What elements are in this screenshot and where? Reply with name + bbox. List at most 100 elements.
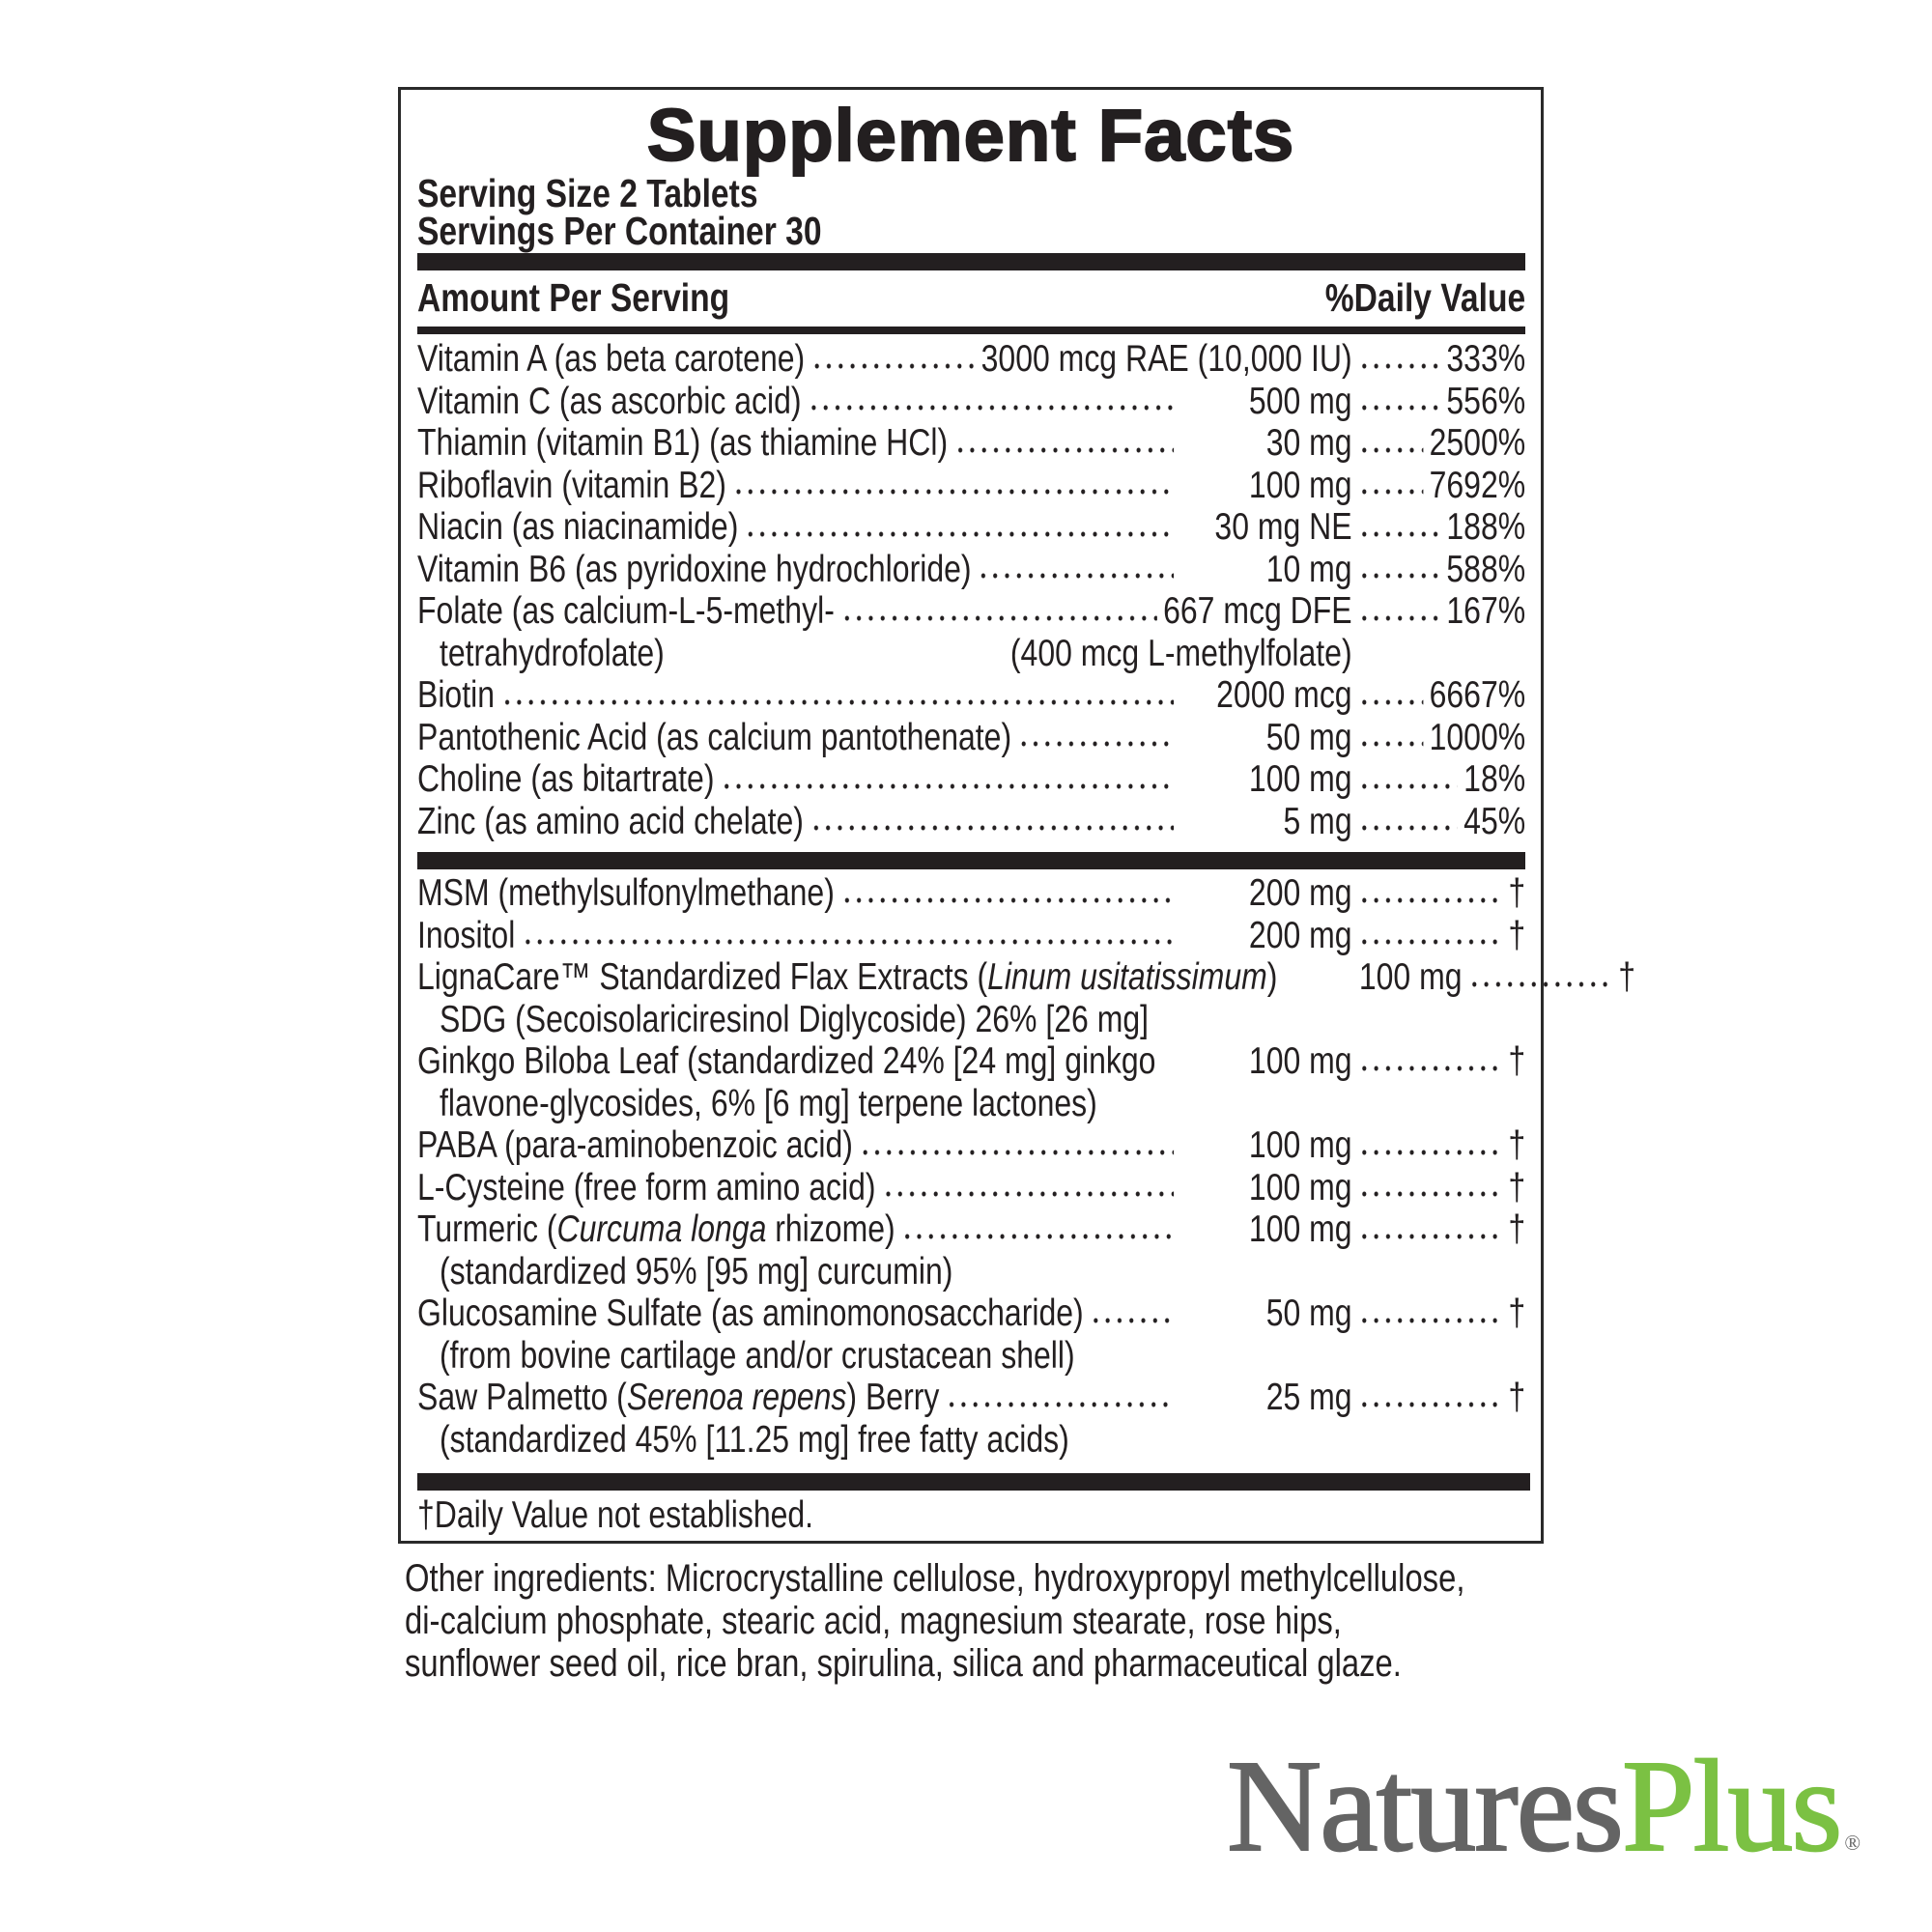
nutrient-name-part: Vitamin B6 (as pyridoxine hydrochloride) bbox=[417, 548, 972, 590]
nutrient-row: Glucosamine Sulfate (as aminomonosacchar… bbox=[417, 1293, 1525, 1335]
dot-leader bbox=[1468, 979, 1612, 989]
nutrient-row: (standardized 45% [11.25 mg] free fatty … bbox=[417, 1419, 1525, 1462]
nutrient-amount: 30 mg NE bbox=[1214, 506, 1352, 548]
dot-leader bbox=[732, 487, 1175, 497]
nutrient-row: Pantothenic Acid (as calcium pantothenat… bbox=[417, 717, 1525, 759]
serving-size: Serving Size 2 Tablets bbox=[417, 171, 758, 215]
dot-leader bbox=[721, 781, 1175, 791]
nutrient-amount: 3000 mcg RAE (10,000 IU) bbox=[980, 338, 1352, 380]
nutrient-name: Choline (as bitartrate) bbox=[417, 758, 715, 801]
other-ingredients-line: di-calcium phosphate, stearic acid, magn… bbox=[405, 1600, 1342, 1642]
nutrient-amount: (400 mcg L-methylfolate) bbox=[1009, 632, 1352, 674]
column-header: Amount Per Serving %Daily Value bbox=[417, 276, 1525, 319]
dot-leader bbox=[810, 360, 976, 371]
dot-leader bbox=[1358, 1452, 1519, 1462]
other-ingredients-line: Other ingredients: Microcrystalline cell… bbox=[405, 1557, 1465, 1600]
nutrient-name: Saw Palmetto (Serenoa repens) Berry bbox=[417, 1377, 939, 1419]
nutrient-row: Vitamin A (as beta carotene) 3000 mcg RAE… bbox=[417, 338, 1525, 381]
dot-leader bbox=[1358, 1189, 1502, 1199]
daily-value-cell: 588% bbox=[1352, 548, 1526, 591]
daily-value-cell: 188% bbox=[1352, 506, 1526, 549]
daily-value: † bbox=[1508, 1040, 1526, 1082]
panel-title: Supplement Facts bbox=[646, 95, 1295, 177]
nutrient-amount: 100 mg bbox=[1358, 956, 1463, 998]
nutrient-name-part: Glucosamine Sulfate (as aminomonosacchar… bbox=[417, 1293, 1084, 1334]
daily-value: 588% bbox=[1446, 548, 1526, 590]
dot-leader bbox=[1358, 1315, 1502, 1325]
daily-value-cell: † bbox=[1352, 915, 1525, 957]
nutrient-name: MSM (methylsulfonylmethane) bbox=[417, 872, 835, 915]
nutrient-name: Ginkgo Biloba Leaf (standardized 24% [24… bbox=[417, 1040, 1155, 1083]
nutrient-name-part: tetrahydrofolate) bbox=[439, 632, 665, 674]
nutrient-name-part: (standardized 45% [11.25 mg] free fatty … bbox=[439, 1418, 1069, 1461]
dot-leader bbox=[810, 823, 1175, 833]
daily-value-cell: 45% bbox=[1352, 800, 1526, 843]
nutrient-amount: 100 mg bbox=[1248, 1124, 1352, 1166]
daily-value: 45% bbox=[1463, 800, 1526, 842]
other-ingredients-line: sunflower seed oil, rice bran, spirulina… bbox=[405, 1642, 1402, 1685]
nutrient-amount: 667 mcg DFE bbox=[1163, 590, 1352, 632]
nutrient-name: SDG (Secoisolariciresinol Diglycoside) 2… bbox=[417, 999, 1149, 1041]
nutrient-name-part: rhizome) bbox=[766, 1208, 895, 1250]
nutrient-amount: 500 mg bbox=[1248, 380, 1352, 422]
nutrient-name: tetrahydrofolate) bbox=[417, 633, 665, 675]
dot-leader bbox=[1358, 1116, 1519, 1125]
nutrient-amount: 100 mg bbox=[1248, 1166, 1352, 1208]
daily-value-cell: † bbox=[1352, 1208, 1525, 1251]
nutrient-amount: 10 mg bbox=[1265, 548, 1352, 590]
nutrient-name-part: Saw Palmetto ( bbox=[417, 1377, 627, 1418]
nutrient-name: Vitamin C (as ascorbic acid) bbox=[417, 381, 802, 423]
dot-leader bbox=[1090, 1315, 1175, 1325]
daily-value-cell: 333% bbox=[1352, 338, 1525, 381]
dot-leader bbox=[1081, 1357, 1174, 1367]
nutrient-name: Inositol bbox=[417, 915, 515, 957]
daily-value-cell: 167% bbox=[1352, 590, 1525, 633]
daily-value-cell: 1000% bbox=[1352, 717, 1525, 759]
daily-value: † bbox=[1508, 872, 1526, 914]
nutrient-row: (standardized 95% [95 mg] curcumin) bbox=[417, 1251, 1525, 1293]
daily-value: † bbox=[1508, 1377, 1526, 1418]
daily-value-cell: 18% bbox=[1352, 758, 1525, 801]
other-ingredients: Other ingredients: Microcrystalline cell… bbox=[405, 1557, 1549, 1685]
dot-leader bbox=[978, 571, 1175, 581]
nutrient-name: Thiamin (vitamin B1) (as thiamine HCl) bbox=[417, 422, 948, 465]
nutrient-name: (from bovine cartilage and/or crustacean… bbox=[417, 1335, 1075, 1378]
vitamin-rows: Vitamin A (as beta carotene) 3000 mcg RAE… bbox=[417, 338, 1525, 842]
nutrient-name-part: Zinc (as amino acid chelate) bbox=[417, 800, 804, 842]
nutrient-name-part: Vitamin C (as ascorbic acid) bbox=[417, 380, 802, 422]
dot-leader bbox=[882, 1189, 1175, 1199]
dot-leader bbox=[1103, 1105, 1174, 1115]
nutrient-row: L-Cysteine (free form amino acid) 100 mg † bbox=[417, 1167, 1525, 1209]
nutrient-name: PABA (para-aminobenzoic acid) bbox=[417, 1124, 853, 1167]
nutrient-name-part: Linum usitatissimum bbox=[987, 956, 1267, 998]
dot-leader bbox=[1358, 1032, 1519, 1041]
nutrient-name-part: MSM (methylsulfonylmethane) bbox=[417, 872, 835, 914]
daily-value: 556% bbox=[1446, 380, 1526, 422]
nutrient-amount: 50 mg bbox=[1265, 716, 1352, 758]
nutrient-name: (standardized 95% [95 mg] curcumin) bbox=[417, 1251, 952, 1293]
nutrient-row: SDG (Secoisolariciresinol Diglycoside) 2… bbox=[417, 999, 1525, 1041]
dot-leader bbox=[500, 696, 1175, 707]
daily-value-cell: 6667% bbox=[1352, 674, 1525, 717]
dot-leader bbox=[1358, 1284, 1519, 1293]
nutrient-name: Glucosamine Sulfate (as aminomonosacchar… bbox=[417, 1293, 1084, 1335]
dot-leader bbox=[859, 1147, 1175, 1157]
dot-leader bbox=[1017, 739, 1175, 749]
daily-value: † bbox=[1618, 956, 1636, 998]
nutrient-name-part: ) Berry bbox=[846, 1377, 940, 1418]
nutrient-name: LignaCare™ Standardized Flax Extracts (L… bbox=[417, 956, 1277, 999]
daily-value-cell: † bbox=[1463, 956, 1636, 999]
logo-natures: Natures bbox=[1226, 1734, 1625, 1879]
registered-mark: ® bbox=[1844, 1831, 1861, 1855]
nutrient-row: Turmeric (Curcuma longa rhizome) 100 mg † bbox=[417, 1208, 1525, 1251]
daily-value: 188% bbox=[1446, 506, 1526, 548]
dot-leader bbox=[1358, 823, 1458, 833]
nutrient-row: Riboflavin (vitamin B2) 100 mg 7692% bbox=[417, 465, 1525, 507]
nutrient-name: (standardized 45% [11.25 mg] free fatty … bbox=[417, 1419, 1069, 1462]
nutrient-row: LignaCare™ Standardized Flax Extracts (L… bbox=[417, 956, 1635, 999]
nutrient-name: Turmeric (Curcuma longa rhizome) bbox=[417, 1208, 895, 1251]
medium-divider bbox=[417, 327, 1525, 334]
nutrient-name: Vitamin B6 (as pyridoxine hydrochloride) bbox=[417, 549, 972, 591]
nutrient-name-part: Choline (as bitartrate) bbox=[417, 758, 715, 800]
dot-leader bbox=[1358, 1399, 1502, 1409]
